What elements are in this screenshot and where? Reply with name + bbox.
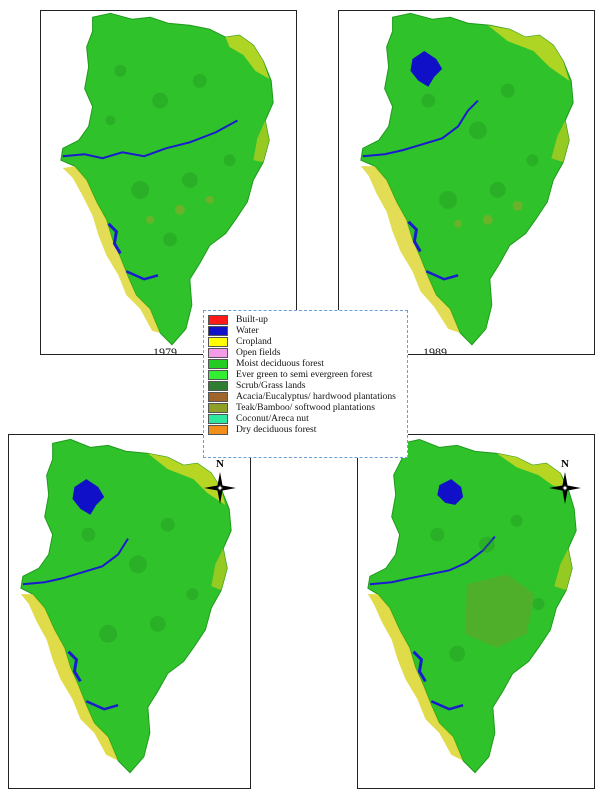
legend-label: Teak/Bamboo/ softwood plantations: [236, 402, 375, 413]
compass-rose-icon: [204, 472, 236, 504]
legend-swatch: [208, 315, 228, 325]
legend-item: Teak/Bamboo/ softwood plantations: [208, 402, 403, 413]
coastal-water-1989: [425, 270, 459, 281]
legend-item: Acacia/Eucalyptus/ hardwood plantations: [208, 391, 403, 402]
legend-item: Built-up: [208, 314, 403, 325]
cropland-east-1999: [211, 548, 228, 591]
legend-item: Ever green to semi evergreen forest: [208, 369, 403, 380]
cropland-north-east-1989: [487, 25, 570, 81]
legend-label: Moist deciduous forest: [236, 358, 324, 369]
legend-swatch: [208, 326, 228, 336]
legend-swatch: [208, 359, 228, 369]
legend-item: Coconut/Areca nut: [208, 413, 403, 424]
legend-label: Acacia/Eucalyptus/ hardwood plantations: [236, 391, 396, 402]
estuary-1999: [67, 650, 82, 683]
cropland-north-east-2013: [496, 453, 567, 490]
reservoir-1989: [410, 51, 443, 87]
cropland-north-east-1999: [147, 453, 226, 505]
north-label: N: [216, 458, 224, 470]
map-panel-2013: N 2013: [357, 434, 595, 789]
dry-patches-1989: [454, 200, 523, 228]
cropland-north-east-1979: [225, 35, 270, 79]
legend-item: Water: [208, 325, 403, 336]
forest-texture-2013: [430, 514, 545, 662]
land-use-legend: Built-up Water Cropland Open fields Moist de…: [203, 310, 408, 458]
river-1999: [22, 538, 129, 586]
legend-label: Cropland: [236, 336, 272, 347]
north-arrow-1999: N: [203, 459, 237, 505]
district-landmass-1999: [20, 438, 232, 774]
year-label-1979: 1979: [153, 345, 177, 355]
cropland-east-1979: [253, 120, 270, 163]
legend-item: Scrub/Grass lands: [208, 380, 403, 391]
legend-label: Built-up: [236, 314, 268, 325]
legend-item: Open fields: [208, 347, 403, 358]
legend-swatch: [208, 403, 228, 413]
estuary-1979: [107, 222, 122, 255]
cropland-west-coast-2013: [367, 594, 464, 761]
compass-rose-icon: [549, 472, 581, 504]
legend-swatch: [208, 370, 228, 380]
river-1989: [362, 99, 479, 158]
district-map-1989: [360, 12, 574, 346]
forest-texture-1999: [81, 517, 199, 643]
forest-texture-1989: [421, 83, 539, 209]
legend-swatch: [208, 381, 228, 391]
cropland-west-coast-1999: [20, 594, 119, 761]
legend-label: Open fields: [236, 347, 281, 358]
cropland-west-coast-1989: [360, 166, 461, 333]
district-map-1979: [60, 12, 274, 346]
legend-label: Water: [236, 325, 259, 336]
river-2013: [369, 535, 496, 586]
reservoir-1999: [72, 479, 105, 515]
reservoir-2013: [437, 479, 464, 505]
legend-label: Dry deciduous forest: [236, 424, 317, 435]
map-panel-1999: N 1999: [8, 434, 251, 789]
year-label-1989: 1989: [423, 345, 447, 355]
cropland-east-1989: [551, 120, 570, 163]
district-landmass-1979: [60, 12, 274, 346]
legend-swatch: [208, 392, 228, 402]
coastal-water-1979: [125, 270, 159, 281]
map-panel-1989: 1989: [338, 10, 595, 355]
scrub-interior-2013: [465, 574, 535, 648]
north-label: N: [561, 458, 569, 470]
legend-item: Dry deciduous forest: [208, 424, 403, 435]
forest-texture-1979: [105, 64, 236, 247]
dry-patches-1979: [146, 195, 214, 224]
north-arrow-2013: N: [548, 459, 582, 505]
legend-swatch: [208, 414, 228, 424]
legend-swatch: [208, 337, 228, 347]
cropland-west-coast-1979: [62, 166, 161, 333]
coastal-water-2013: [430, 700, 464, 711]
river-1979: [62, 119, 238, 160]
estuary-1989: [407, 220, 422, 253]
district-landmass-1989: [360, 12, 574, 346]
cropland-east-2013: [554, 548, 573, 591]
legend-label: Ever green to semi evergreen forest: [236, 369, 373, 380]
legend-swatch: [208, 425, 228, 435]
legend-item: Moist deciduous forest: [208, 358, 403, 369]
legend-label: Coconut/Areca nut: [236, 413, 309, 424]
map-panel-1979: 1979: [40, 10, 297, 355]
estuary-2013: [412, 650, 427, 683]
district-map-2013: [367, 438, 577, 774]
legend-swatch: [208, 348, 228, 358]
legend-item: Cropland: [208, 336, 403, 347]
coastal-water-1999: [85, 700, 119, 711]
district-map-1999: [20, 438, 232, 774]
legend-label: Scrub/Grass lands: [236, 380, 306, 391]
